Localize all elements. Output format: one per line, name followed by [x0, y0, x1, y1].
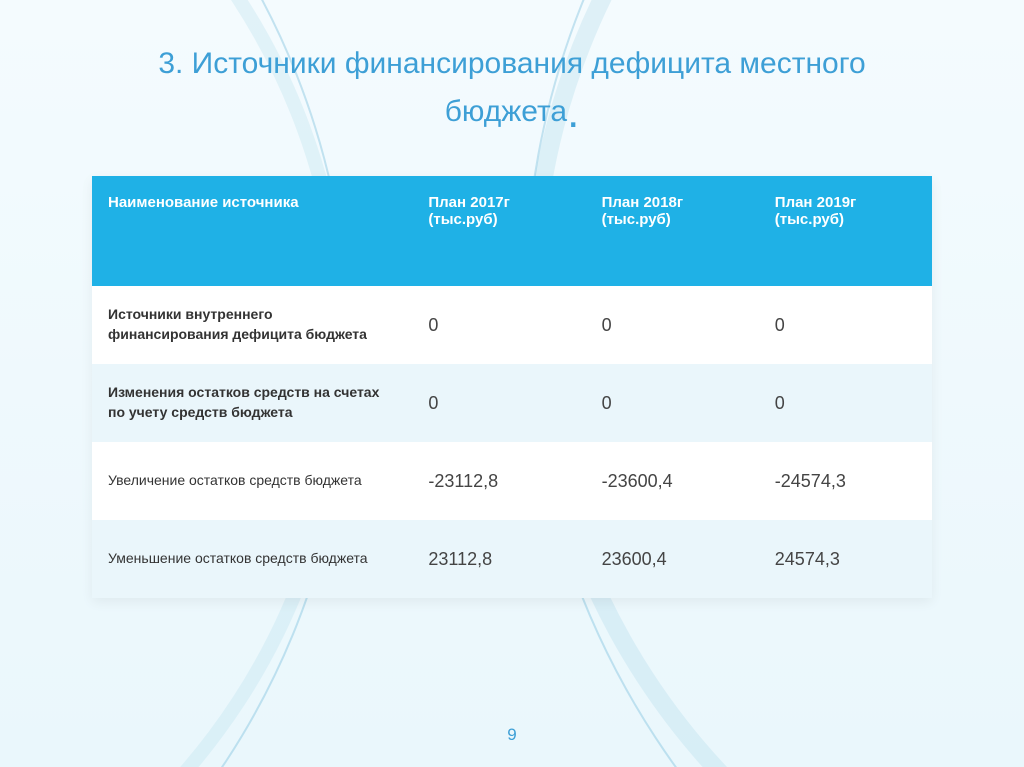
slide-title: 3. Источники финансирования дефицита мес…: [158, 40, 865, 136]
table-row: Изменения остатков средств на счетах по …: [92, 364, 932, 442]
page-number: 9: [0, 725, 1024, 745]
title-line-2-text: бюджета: [445, 95, 567, 128]
row-value: 0: [586, 286, 759, 364]
row-label: Изменения остатков средств на счетах по …: [92, 364, 412, 442]
title-line-2: бюджета.: [158, 88, 865, 136]
budget-table: Наименование источника План 2017г (тыс.р…: [92, 176, 932, 598]
col-header-2017: План 2017г (тыс.руб): [412, 176, 585, 286]
row-value: 0: [412, 364, 585, 442]
title-full-stop: .: [567, 102, 579, 124]
col-header-name: Наименование источника: [92, 176, 412, 286]
row-value: -23600,4: [586, 442, 759, 520]
row-value: 23600,4: [586, 520, 759, 598]
row-label: Источники внутреннего финансирования деф…: [92, 286, 412, 364]
slide: 3. Источники финансирования дефицита мес…: [0, 0, 1024, 767]
table-row: Увеличение остатков средств бюджета -231…: [92, 442, 932, 520]
row-value: 0: [759, 286, 932, 364]
row-value: 24574,3: [759, 520, 932, 598]
table-row: Уменьшение остатков средств бюджета 2311…: [92, 520, 932, 598]
row-label: Увеличение остатков средств бюджета: [92, 442, 412, 520]
row-label: Уменьшение остатков средств бюджета: [92, 520, 412, 598]
row-value: 0: [412, 286, 585, 364]
row-value: 23112,8: [412, 520, 585, 598]
col-header-2019: План 2019г (тыс.руб): [759, 176, 932, 286]
row-value: 0: [586, 364, 759, 442]
table-row: Источники внутреннего финансирования деф…: [92, 286, 932, 364]
title-line-1: 3. Источники финансирования дефицита мес…: [158, 40, 865, 88]
row-value: -23112,8: [412, 442, 585, 520]
row-value: 0: [759, 364, 932, 442]
table-header-row: Наименование источника План 2017г (тыс.р…: [92, 176, 932, 286]
row-value: -24574,3: [759, 442, 932, 520]
col-header-2018: План 2018г (тыс.руб): [586, 176, 759, 286]
